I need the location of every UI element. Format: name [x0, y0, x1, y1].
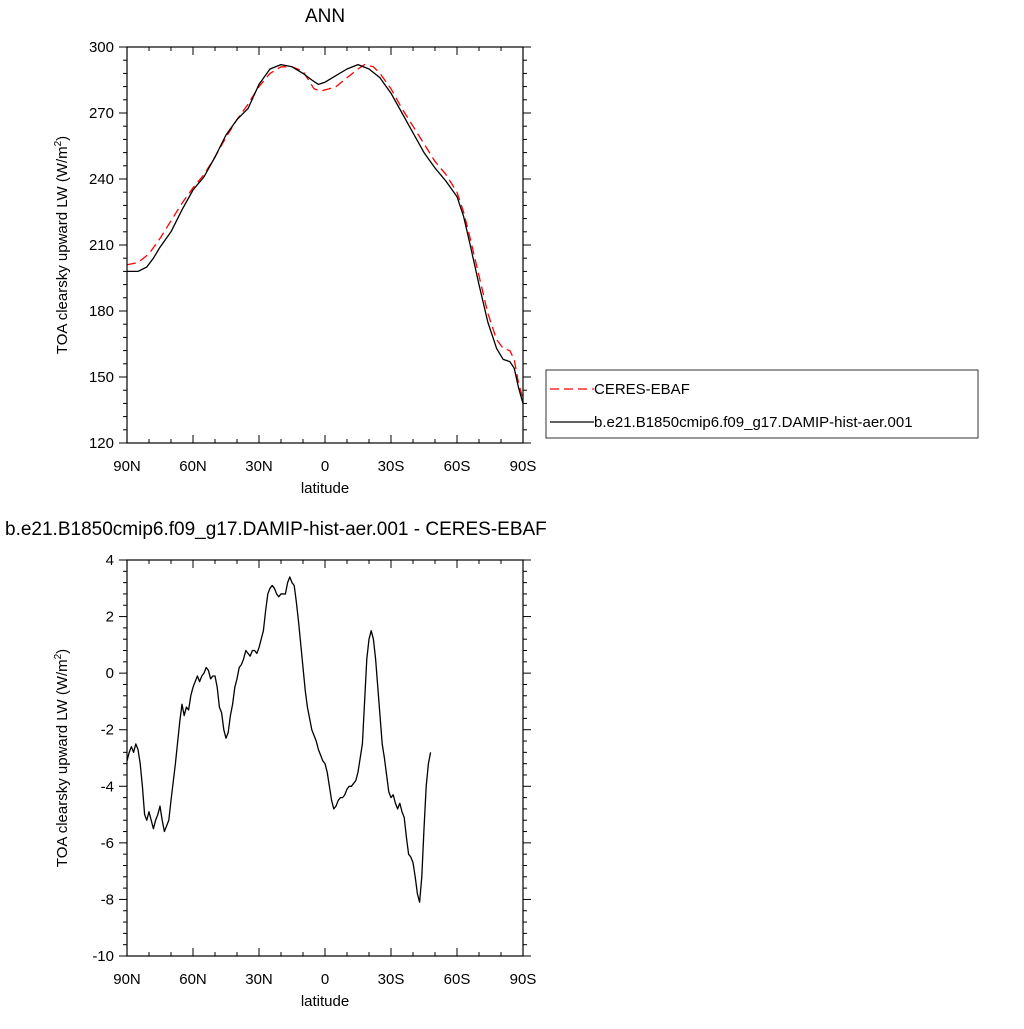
- y-tick-label: 150: [89, 369, 114, 386]
- y-tick-label: 4: [106, 552, 114, 569]
- legend-label-1: CERES-EBAF: [594, 381, 690, 398]
- legend: CERES-EBAF b.e21.B1850cmip6.f09_g17.DAMIP…: [545, 369, 979, 439]
- y-tick-label: 300: [89, 39, 114, 56]
- x-axis-label: latitude: [301, 993, 349, 1010]
- y-axis-label-superscript: 2: [53, 140, 64, 146]
- y-tick-label: 0: [106, 665, 114, 682]
- x-tick-label: 0: [321, 971, 329, 988]
- y-tick-label: 270: [89, 105, 114, 122]
- y-axis-label-text: TOA clearsky upward LW (W/m: [54, 659, 71, 867]
- plot-frame: [126, 46, 524, 444]
- series-line-1: [126, 63, 524, 400]
- x-tick-label: 60S: [444, 971, 471, 988]
- x-tick-label: 60N: [179, 971, 207, 988]
- y-tick-label: 240: [89, 171, 114, 188]
- y-axis-label-close: ): [54, 136, 71, 141]
- x-tick-label: 30S: [378, 971, 405, 988]
- legend-box: [545, 369, 979, 439]
- x-tick-label: 60N: [179, 458, 207, 475]
- y-tick-label: -10: [92, 948, 114, 965]
- x-tick-label: 90S: [510, 458, 537, 475]
- chart-title: b.e21.B1850cmip6.f09_g17.DAMIP-hist-aer.…: [5, 519, 547, 540]
- y-axis-label: TOA clearsky upward LW (W/m2): [53, 649, 71, 867]
- x-tick-label: 30N: [245, 458, 273, 475]
- x-tick-label: 0: [321, 458, 329, 475]
- y-tick-label: -8: [101, 891, 114, 908]
- y-axis-label-superscript: 2: [53, 653, 64, 659]
- x-axis-label: latitude: [301, 480, 349, 497]
- y-tick-label: 120: [89, 435, 114, 452]
- chart-panel-1: ANN 90N 60N 30N 0 30S 60S 90S 120 150 180 210 240 270…: [53, 6, 979, 497]
- y-tick-label: -2: [101, 722, 114, 739]
- x-tick-label: 30N: [245, 971, 273, 988]
- chart-panel-2: b.e21.B1850cmip6.f09_g17.DAMIP-hist-aer.…: [5, 519, 547, 1010]
- y-axis-label-text: TOA clearsky upward LW (W/m: [54, 146, 71, 354]
- series-line-2: [127, 63, 524, 404]
- x-tick-label: 60S: [444, 458, 471, 475]
- x-tick-label: 90N: [113, 458, 141, 475]
- y-tick-label: 2: [106, 609, 114, 626]
- y-tick-label: -4: [101, 778, 114, 795]
- x-tick-label: 90S: [510, 971, 537, 988]
- legend-label-2: b.e21.B1850cmip6.f09_g17.DAMIP-hist-aer.…: [594, 414, 913, 431]
- chart-title: ANN: [305, 6, 345, 27]
- series-line-1: [126, 576, 432, 903]
- y-tick-label: 180: [89, 303, 114, 320]
- y-axis-label-close: ): [54, 649, 71, 654]
- x-tick-label: 90N: [113, 971, 141, 988]
- y-axis-label: TOA clearsky upward LW (W/m2): [53, 136, 71, 354]
- y-tick-label: -6: [101, 835, 114, 852]
- x-tick-label: 30S: [378, 458, 405, 475]
- y-tick-label: 210: [89, 237, 114, 254]
- plot-frame: [126, 559, 524, 957]
